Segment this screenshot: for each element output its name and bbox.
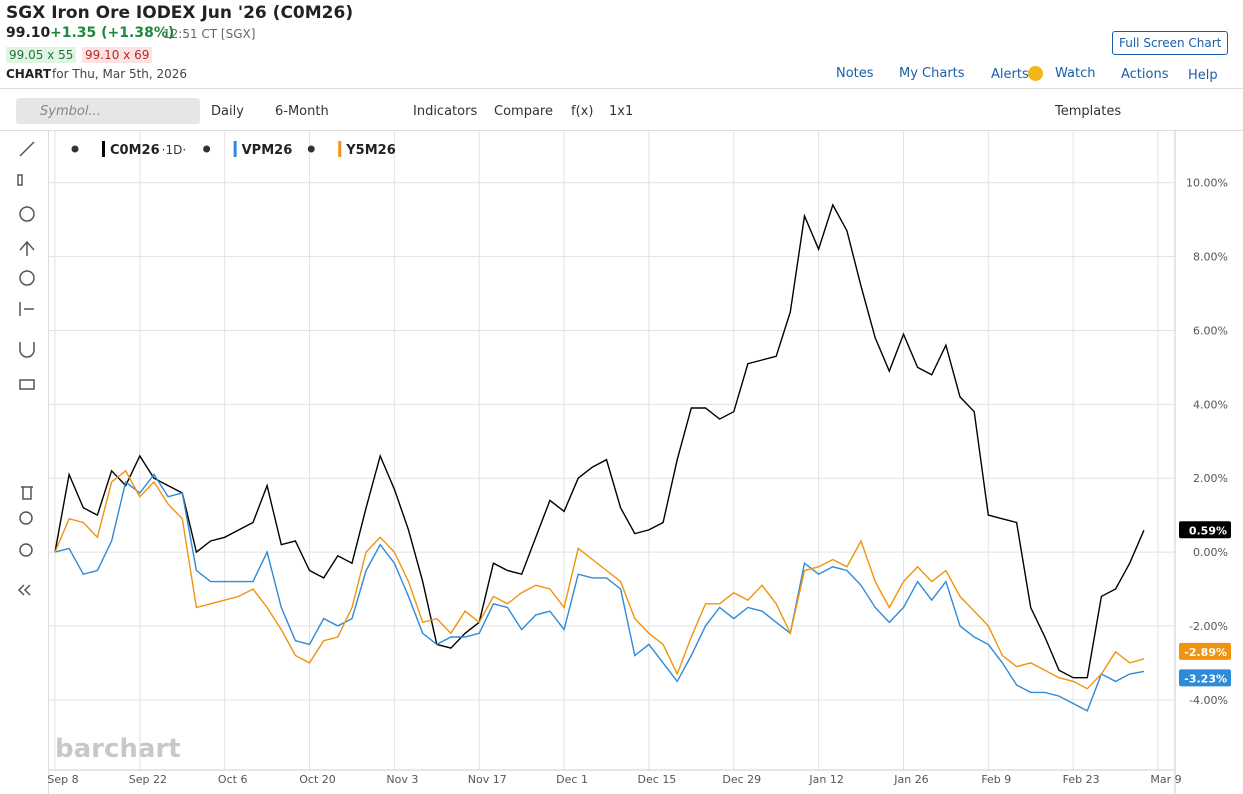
x-tick-label: Jan 26	[893, 773, 928, 786]
last-value-label: -2.89%	[1184, 646, 1227, 659]
y-tick-label: 6.00%	[1193, 324, 1228, 337]
legend-name: C0M26	[110, 143, 160, 158]
legend-swatch	[233, 141, 237, 157]
symbol-placeholder: Symbol...	[40, 104, 101, 119]
x-tick-label: Sep 8	[47, 773, 78, 786]
last-value-badge	[1179, 642, 1231, 660]
x-tick-label: Dec 29	[722, 773, 761, 786]
legend-name: Y5M26	[345, 143, 396, 158]
y-tick-label: 2.00%	[1193, 472, 1228, 485]
last-value-label: -3.23%	[1184, 672, 1227, 685]
sidebar-divider	[48, 130, 49, 794]
series-line	[54, 469, 1145, 690]
symbol-box[interactable]	[16, 98, 200, 124]
grid	[49, 131, 1175, 770]
nav-help[interactable]: Help	[1188, 68, 1218, 83]
legend-interval: ·1D·	[162, 143, 187, 157]
nav-alerts[interactable]: Alerts	[991, 67, 1029, 82]
legend-eye	[71, 145, 79, 153]
bid: 99.05 x 55	[6, 47, 77, 63]
change: +1.35 (+1.38%)	[50, 25, 175, 41]
y-tick-label: 8.00%	[1193, 251, 1228, 264]
toolbar-item[interactable]: Indicators	[413, 104, 478, 119]
nav-my-charts[interactable]: My Charts	[899, 66, 965, 81]
x-tick-label: Feb 9	[981, 773, 1011, 786]
alert-icon	[1028, 66, 1043, 81]
legend-eye	[203, 145, 211, 153]
x-tick-label: Dec 1	[556, 773, 588, 786]
time: 12:51 CT [SGX]	[163, 27, 256, 41]
chart-label: CHART	[6, 67, 52, 81]
fullscreen-button[interactable]: Full Screen Chart	[1112, 31, 1229, 55]
last-value-badge	[1179, 521, 1231, 539]
x-tick-label: Oct 6	[218, 773, 248, 786]
legend-swatch	[338, 141, 342, 157]
legend-name: VPM26	[242, 143, 293, 158]
last-value-label: 0.59%	[1189, 524, 1227, 537]
y-tick-label: 0.00%	[1193, 546, 1228, 559]
toolbar-item[interactable]: Daily	[211, 104, 244, 119]
series-line	[54, 473, 1145, 712]
price: 99.10	[6, 25, 51, 41]
y-tick-label: 4.00%	[1193, 398, 1228, 411]
x-tick-label: Mar 9	[1150, 773, 1181, 786]
last-value-badge	[1179, 669, 1231, 687]
watermark: barchart	[55, 734, 181, 764]
x-tick-label: Nov 17	[468, 773, 507, 786]
toolbar-item[interactable]: 1x1	[609, 104, 634, 119]
x-tick-label: Oct 20	[299, 773, 336, 786]
divider	[0, 130, 1243, 131]
y-tick-label: 10.00%	[1186, 177, 1228, 190]
legend-eye	[307, 145, 315, 153]
x-tick-label: Feb 23	[1063, 773, 1100, 786]
chart-date: for Thu, Mar 5th, 2026	[52, 67, 188, 81]
ask: 99.10 x 69	[82, 47, 153, 63]
x-tick-label: Jan 12	[808, 773, 843, 786]
nav-actions[interactable]: Actions	[1121, 67, 1169, 82]
toolbar-item[interactable]: 6-Month	[275, 104, 329, 119]
legend-swatch	[102, 141, 105, 157]
y-tick-label: -4.00%	[1189, 694, 1228, 707]
sidebar-icons	[17, 141, 35, 596]
toolbar-item[interactable]: f(x)	[571, 104, 594, 119]
y-tick-label: -2.00%	[1189, 620, 1228, 633]
title: SGX Iron Ore IODEX Jun '26 (C0M26)	[6, 3, 354, 23]
x-tick-label: Nov 3	[386, 773, 418, 786]
toolbar-item[interactable]: Compare	[494, 104, 553, 119]
series-line	[54, 203, 1145, 679]
nav-watch[interactable]: Watch	[1055, 66, 1096, 81]
x-tick-label: Dec 15	[638, 773, 677, 786]
x-tick-label: Sep 22	[129, 773, 167, 786]
divider	[0, 88, 1243, 89]
nav-notes[interactable]: Notes	[836, 66, 874, 81]
templates[interactable]: Templates	[1055, 104, 1122, 119]
